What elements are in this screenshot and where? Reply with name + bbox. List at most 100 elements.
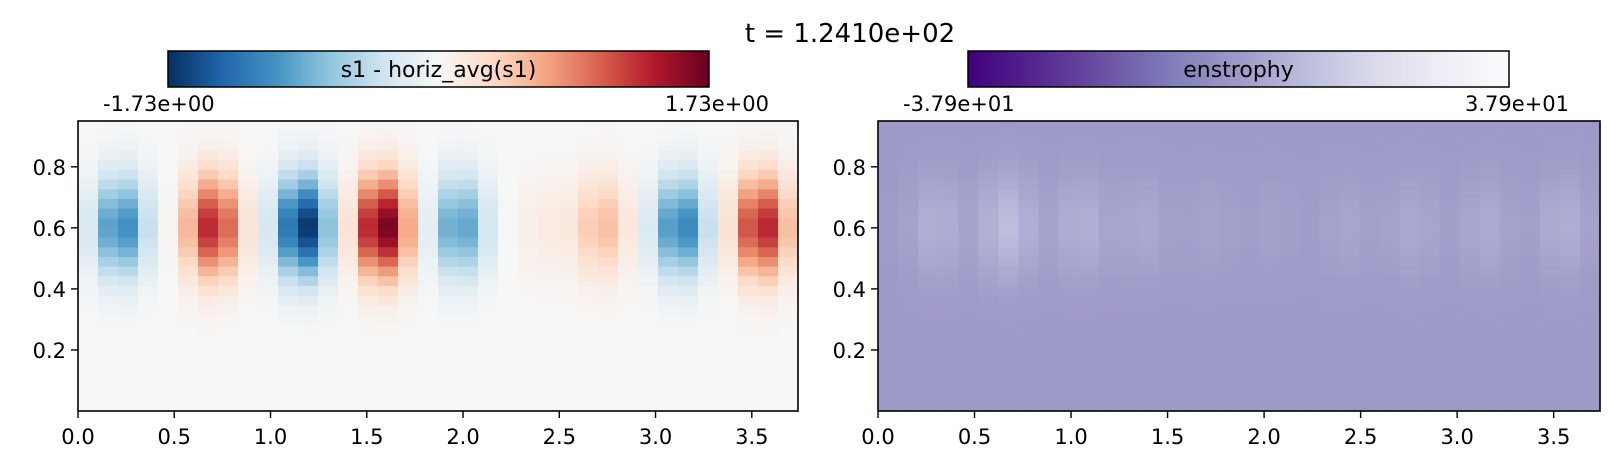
heatmap-cell: [1058, 217, 1080, 228]
heatmap-cell: [1459, 227, 1481, 238]
heatmap-cell: [478, 285, 499, 296]
y-tick-label: 0.6: [33, 217, 66, 241]
heatmap-cell: [1239, 275, 1260, 286]
heatmap-cell: [1539, 343, 1561, 354]
heatmap-cell: [738, 217, 759, 228]
heatmap-cell: [698, 217, 719, 228]
heatmap-cell: [78, 130, 99, 141]
heatmap-cell: [418, 227, 439, 238]
y-tick-label: 0.2: [833, 339, 866, 363]
heatmap-cell: [1379, 169, 1401, 180]
heatmap-cell: [238, 237, 259, 248]
heatmap-cell: [1279, 227, 1300, 238]
heatmap-cell: [298, 285, 319, 296]
heatmap-cell: [1359, 188, 1380, 199]
heatmap-cell: [1098, 285, 1120, 296]
heatmap-cell: [298, 391, 319, 402]
heatmap-cell: [1419, 372, 1441, 383]
heatmap-cell: [518, 382, 539, 393]
heatmap-cell: [758, 391, 779, 402]
heatmap-cell: [398, 140, 419, 151]
heatmap-cell: [298, 256, 319, 267]
heatmap-cell: [498, 121, 519, 132]
heatmap-cell: [1479, 217, 1501, 228]
heatmap-cell: [1439, 237, 1461, 248]
heatmap-cell: [418, 324, 439, 335]
heatmap-cell: [1559, 159, 1581, 170]
heatmap-cell: [978, 391, 999, 402]
heatmap-cell: [458, 382, 479, 393]
heatmap-cell: [78, 208, 99, 219]
heatmap-cell: [518, 285, 539, 296]
heatmap-cell: [938, 314, 959, 325]
heatmap-cell: [98, 275, 119, 286]
heatmap-cell: [1259, 179, 1280, 190]
heatmap-cell: [298, 140, 319, 151]
heatmap-cell: [778, 304, 799, 315]
heatmap-cell: [458, 121, 479, 132]
heatmap-cell: [1359, 227, 1380, 238]
heatmap-cell: [1359, 372, 1380, 383]
heatmap-cell: [398, 304, 419, 315]
heatmap-cell: [898, 353, 919, 364]
heatmap-cell: [658, 169, 679, 180]
heatmap-cell: [1018, 188, 1040, 199]
heatmap-cell: [778, 314, 799, 325]
heatmap-cell: [458, 169, 479, 180]
heatmap-cell: [778, 246, 799, 257]
heatmap-cell: [1359, 198, 1380, 209]
heatmap-cell: [678, 266, 699, 277]
heatmap-cell: [338, 333, 359, 344]
heatmap-cell: [178, 208, 199, 219]
heatmap-cell: [678, 314, 699, 325]
heatmap-cell: [498, 275, 519, 286]
heatmap-cell: [1539, 179, 1561, 190]
heatmap-cell: [1038, 227, 1060, 238]
heatmap-cell: [458, 391, 479, 402]
heatmap-cell: [598, 121, 619, 132]
heatmap-cell: [878, 169, 899, 180]
heatmap-cell: [638, 130, 659, 141]
heatmap-cell: [1479, 382, 1501, 393]
heatmap-cell: [278, 266, 299, 277]
heatmap-cell: [78, 121, 99, 132]
heatmap-cell: [258, 188, 279, 199]
heatmap-cell: [1399, 324, 1421, 335]
heatmap-cell: [1319, 227, 1340, 238]
heatmap-cell: [978, 304, 999, 315]
heatmap-cell: [678, 401, 699, 412]
heatmap-cell: [1018, 227, 1040, 238]
heatmap-cell: [978, 198, 999, 209]
heatmap-cell: [278, 179, 299, 190]
heatmap-cell: [258, 266, 279, 277]
heatmap-cell: [1018, 333, 1040, 344]
heatmap-cell: [1519, 208, 1541, 219]
heatmap-cell: [758, 372, 779, 383]
heatmap-cell: [1198, 295, 1220, 306]
heatmap-cell: [78, 179, 99, 190]
heatmap-cell: [778, 333, 799, 344]
colorbar-min-label: -3.79e+01: [903, 92, 1015, 116]
heatmap-cell: [498, 208, 519, 219]
heatmap-cell: [718, 159, 739, 170]
heatmap-cell: [998, 188, 1019, 199]
heatmap-cell: [358, 256, 379, 267]
heatmap-cell: [538, 130, 559, 141]
heatmap-cell: [1379, 372, 1401, 383]
heatmap-cell: [398, 256, 419, 267]
heatmap-cell: [978, 372, 999, 383]
heatmap-cell: [1319, 130, 1340, 141]
heatmap-cell: [578, 343, 599, 354]
heatmap-cell: [638, 159, 659, 170]
heatmap-cell: [1439, 266, 1461, 277]
heatmap-cell: [478, 275, 499, 286]
heatmap-cell: [1158, 140, 1180, 151]
heatmap-cell: [1459, 140, 1481, 151]
heatmap-cell: [278, 314, 299, 325]
heatmap-cell: [198, 217, 219, 228]
heatmap-cell: [1158, 266, 1180, 277]
heatmap-cell: [758, 130, 779, 141]
heatmap-cell: [1479, 208, 1501, 219]
heatmap-cell: [938, 401, 959, 412]
heatmap-cell: [1359, 237, 1380, 248]
